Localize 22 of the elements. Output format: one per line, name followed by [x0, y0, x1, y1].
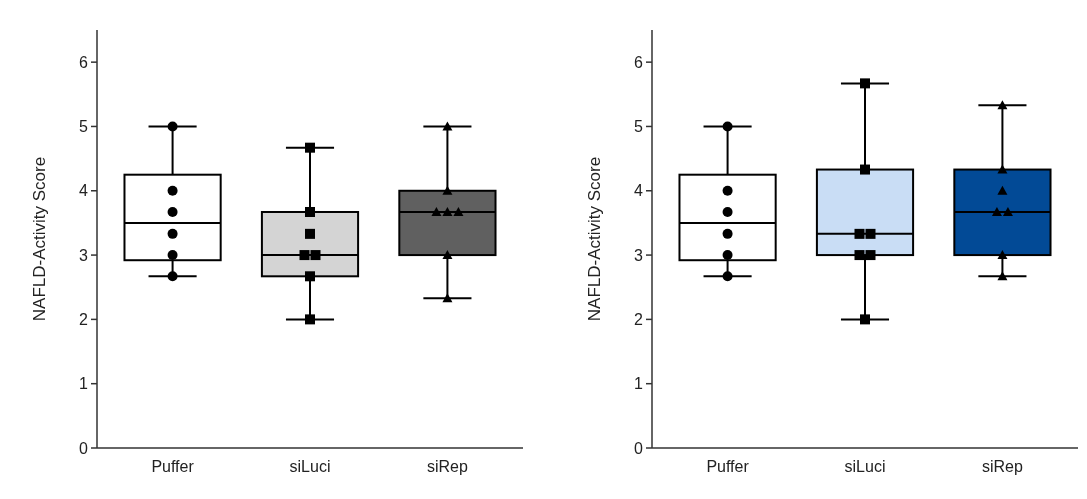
y-tick-label: 0: [634, 439, 644, 457]
y-tick-label: 1: [79, 375, 89, 393]
x-tick-label: siRep: [981, 458, 1023, 475]
x-tick-label: siLuci: [844, 458, 886, 475]
y-tick-label: 3: [634, 246, 644, 264]
y-tick-label: 5: [634, 118, 644, 136]
y-axis-title: NAFLD-Activity Score: [30, 156, 49, 322]
y-tick-label: 4: [634, 182, 644, 200]
y-tick-label: 3: [79, 246, 89, 264]
y-tick-label: 2: [79, 310, 89, 328]
y-tick-label: 2: [634, 310, 644, 328]
y-tick-label: 1: [634, 375, 644, 393]
x-tick-label: Puffer: [706, 458, 750, 475]
y-tick-label: 0: [79, 439, 89, 457]
x-tick-label: Puffer: [151, 458, 195, 475]
y-tick-label: 4: [79, 182, 89, 200]
y-tick-label: 6: [79, 53, 89, 71]
y-tick-label: 5: [79, 118, 89, 136]
y-tick-label: 6: [634, 53, 644, 71]
x-tick-label: siLuci: [289, 458, 331, 475]
x-tick-label: siRep: [426, 458, 468, 475]
y-axis-title: NAFLD-Activity Score: [585, 156, 604, 322]
